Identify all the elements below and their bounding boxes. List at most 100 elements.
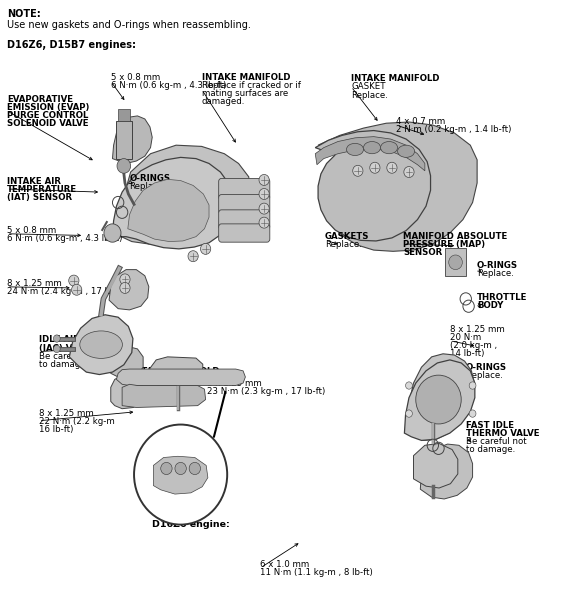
Text: BODY: BODY — [477, 301, 503, 310]
Text: 8 x 1.25 mm: 8 x 1.25 mm — [7, 279, 61, 288]
Text: EMISSION (EVAP): EMISSION (EVAP) — [7, 102, 89, 112]
Circle shape — [469, 382, 476, 389]
Polygon shape — [128, 179, 209, 242]
Polygon shape — [315, 137, 425, 171]
Polygon shape — [69, 315, 133, 375]
Polygon shape — [109, 270, 149, 310]
Circle shape — [259, 217, 269, 228]
Polygon shape — [73, 320, 130, 372]
Text: GASKETS: GASKETS — [325, 232, 369, 241]
Polygon shape — [112, 116, 152, 163]
Polygon shape — [109, 346, 143, 378]
Text: (IAT) SENSOR: (IAT) SENSOR — [7, 193, 72, 202]
Ellipse shape — [346, 143, 364, 156]
Polygon shape — [318, 122, 477, 251]
Text: NOTE:: NOTE: — [7, 9, 40, 19]
Text: GASKET: GASKET — [351, 82, 386, 92]
Text: Be careful not: Be careful not — [39, 351, 99, 361]
Circle shape — [120, 282, 130, 293]
Text: INTAKE MANIFOLD: INTAKE MANIFOLD — [202, 73, 290, 82]
Text: 5 x 0.8 mm: 5 x 0.8 mm — [7, 226, 56, 235]
Text: MANIFOLD ABSOLUTE: MANIFOLD ABSOLUTE — [403, 232, 508, 241]
Text: TEMPERATURE: TEMPERATURE — [7, 185, 77, 194]
Text: 6 x 1.0 mm: 6 x 1.0 mm — [260, 560, 310, 569]
Text: THROTTLE: THROTTLE — [477, 293, 528, 302]
Text: 6 N·m (0.6 kg-m , 4.3 lb-ft): 6 N·m (0.6 kg-m , 4.3 lb-ft) — [7, 234, 122, 243]
Polygon shape — [114, 145, 249, 244]
Polygon shape — [420, 444, 473, 499]
Text: to damage.: to damage. — [39, 360, 88, 368]
Text: D16Z6, D15B7 engines:: D16Z6, D15B7 engines: — [7, 40, 136, 49]
Text: INTAKE AIR: INTAKE AIR — [7, 177, 61, 186]
Polygon shape — [404, 360, 475, 440]
Polygon shape — [149, 357, 203, 389]
Text: 5 x 0.8 mm: 5 x 0.8 mm — [111, 73, 160, 82]
Text: SOLENOID VALVE: SOLENOID VALVE — [7, 119, 88, 127]
Text: Replace.: Replace. — [130, 182, 166, 191]
Text: 23 N·m (2.3 kg-m , 17 lb-ft): 23 N·m (2.3 kg-m , 17 lb-ft) — [207, 387, 325, 397]
Circle shape — [416, 375, 461, 424]
Circle shape — [161, 462, 172, 475]
Text: FAST IDLE: FAST IDLE — [466, 421, 514, 430]
Text: Use new gaskets and O-rings when reassembling.: Use new gaskets and O-rings when reassem… — [7, 20, 250, 29]
FancyBboxPatch shape — [219, 195, 270, 214]
Text: 8 x 1.25 mm: 8 x 1.25 mm — [207, 379, 262, 389]
Text: INTAKE MANIFOLD: INTAKE MANIFOLD — [131, 367, 219, 376]
Circle shape — [406, 382, 412, 389]
Text: Replace.: Replace. — [351, 90, 388, 99]
Circle shape — [72, 284, 82, 295]
Polygon shape — [153, 456, 208, 494]
Text: 4 x 0.7 mm: 4 x 0.7 mm — [396, 117, 446, 126]
Circle shape — [117, 159, 131, 173]
Polygon shape — [315, 131, 431, 241]
Circle shape — [175, 462, 186, 475]
Text: PRESSURE (MAP): PRESSURE (MAP) — [403, 240, 486, 249]
Circle shape — [469, 410, 476, 417]
Text: Replace.: Replace. — [477, 269, 514, 278]
Circle shape — [387, 162, 397, 173]
Circle shape — [53, 335, 60, 342]
Bar — [116, 121, 132, 159]
Text: INTAKE MANIFOLD: INTAKE MANIFOLD — [351, 74, 440, 84]
FancyBboxPatch shape — [219, 210, 270, 229]
Text: 11 N·m (1.1 kg-m , 8 lb-ft): 11 N·m (1.1 kg-m , 8 lb-ft) — [260, 568, 373, 577]
Circle shape — [104, 224, 121, 242]
Polygon shape — [408, 354, 474, 440]
Text: IDLE AIR CONTROL: IDLE AIR CONTROL — [39, 336, 128, 345]
Text: 20 N·m: 20 N·m — [450, 332, 481, 342]
Text: 14 lb-ft): 14 lb-ft) — [450, 349, 485, 357]
Text: 24 N·m (2.4 kg-m , 17 lb-ft): 24 N·m (2.4 kg-m , 17 lb-ft) — [7, 287, 125, 296]
Polygon shape — [111, 375, 143, 409]
Bar — [118, 109, 130, 121]
Ellipse shape — [398, 145, 415, 157]
Text: THERMO VALVE: THERMO VALVE — [466, 429, 539, 438]
Circle shape — [134, 425, 227, 525]
Bar — [445, 248, 466, 276]
Text: (2.0 kg-m ,: (2.0 kg-m , — [450, 340, 497, 350]
Circle shape — [370, 162, 380, 173]
Text: D16Z6 engine:: D16Z6 engine: — [152, 520, 230, 529]
Text: O-RINGS: O-RINGS — [466, 363, 507, 372]
Circle shape — [259, 174, 269, 185]
Text: 6 N·m (0.6 kg-m , 4.3 lb-ft): 6 N·m (0.6 kg-m , 4.3 lb-ft) — [111, 81, 226, 90]
Circle shape — [404, 167, 414, 178]
Polygon shape — [414, 443, 458, 488]
Text: 22 N·m (2.2 kg-m: 22 N·m (2.2 kg-m — [39, 417, 114, 426]
Ellipse shape — [381, 142, 398, 154]
Text: 8 x 1.25 mm: 8 x 1.25 mm — [450, 325, 504, 334]
Ellipse shape — [80, 331, 123, 359]
Text: O-RINGS: O-RINGS — [130, 174, 170, 183]
Circle shape — [259, 203, 269, 214]
Circle shape — [353, 165, 363, 176]
Text: damaged.: damaged. — [202, 98, 245, 106]
Text: PURGE CONTROL: PURGE CONTROL — [7, 110, 88, 120]
Text: mating surfaces are: mating surfaces are — [202, 89, 288, 98]
Text: 2 N·m (0.2 kg-m , 1.4 lb-ft): 2 N·m (0.2 kg-m , 1.4 lb-ft) — [396, 125, 512, 134]
Circle shape — [201, 243, 211, 254]
Polygon shape — [112, 157, 233, 249]
Text: BRACKETS: BRACKETS — [131, 375, 181, 384]
Polygon shape — [122, 384, 206, 407]
Text: 16 lb-ft): 16 lb-ft) — [39, 425, 73, 434]
Text: EVAPORATIVE: EVAPORATIVE — [7, 95, 73, 104]
Circle shape — [189, 462, 201, 475]
